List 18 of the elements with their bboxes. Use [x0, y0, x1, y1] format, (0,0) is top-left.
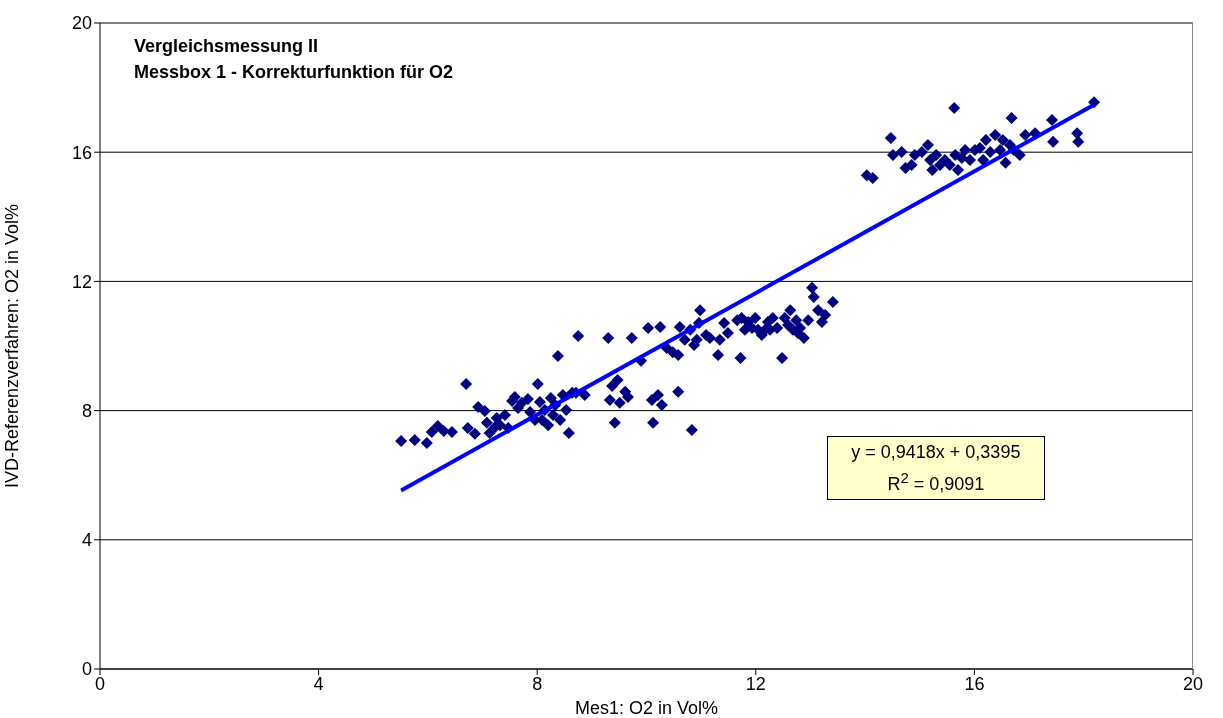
- x-tick-label: 4: [313, 673, 324, 694]
- text: Vergleichsmessung II: [134, 35, 320, 58]
- annotation: y = 0,9418x + 0,3395: [850, 441, 1022, 465]
- y-tick-label: 4: [81, 530, 92, 551]
- x-tick-label: 8: [532, 673, 543, 694]
- y-tick-label: 12: [71, 271, 92, 292]
- x-tick-label: 16: [964, 673, 985, 694]
- y-axis-title: IVD-Referenzverfahren: O2 in Vol%: [2, 203, 23, 489]
- x-axis-title: Mes1: O2 in Vol%: [574, 698, 719, 718]
- annotation: R$^{2}$ = 0,9091: [886, 468, 986, 497]
- y-tick-label: 8: [81, 400, 92, 421]
- text: Messbox 1 - Korrekturfunktion für O2: [134, 61, 454, 84]
- x-tick-label: 12: [745, 673, 766, 694]
- y-tick-label: 20: [71, 13, 92, 34]
- x-tick-label: 0: [94, 673, 106, 694]
- x-tick-label: 20: [1182, 673, 1204, 694]
- y-tick-label: 16: [71, 142, 92, 163]
- y-tick-label: 0: [81, 659, 92, 680]
